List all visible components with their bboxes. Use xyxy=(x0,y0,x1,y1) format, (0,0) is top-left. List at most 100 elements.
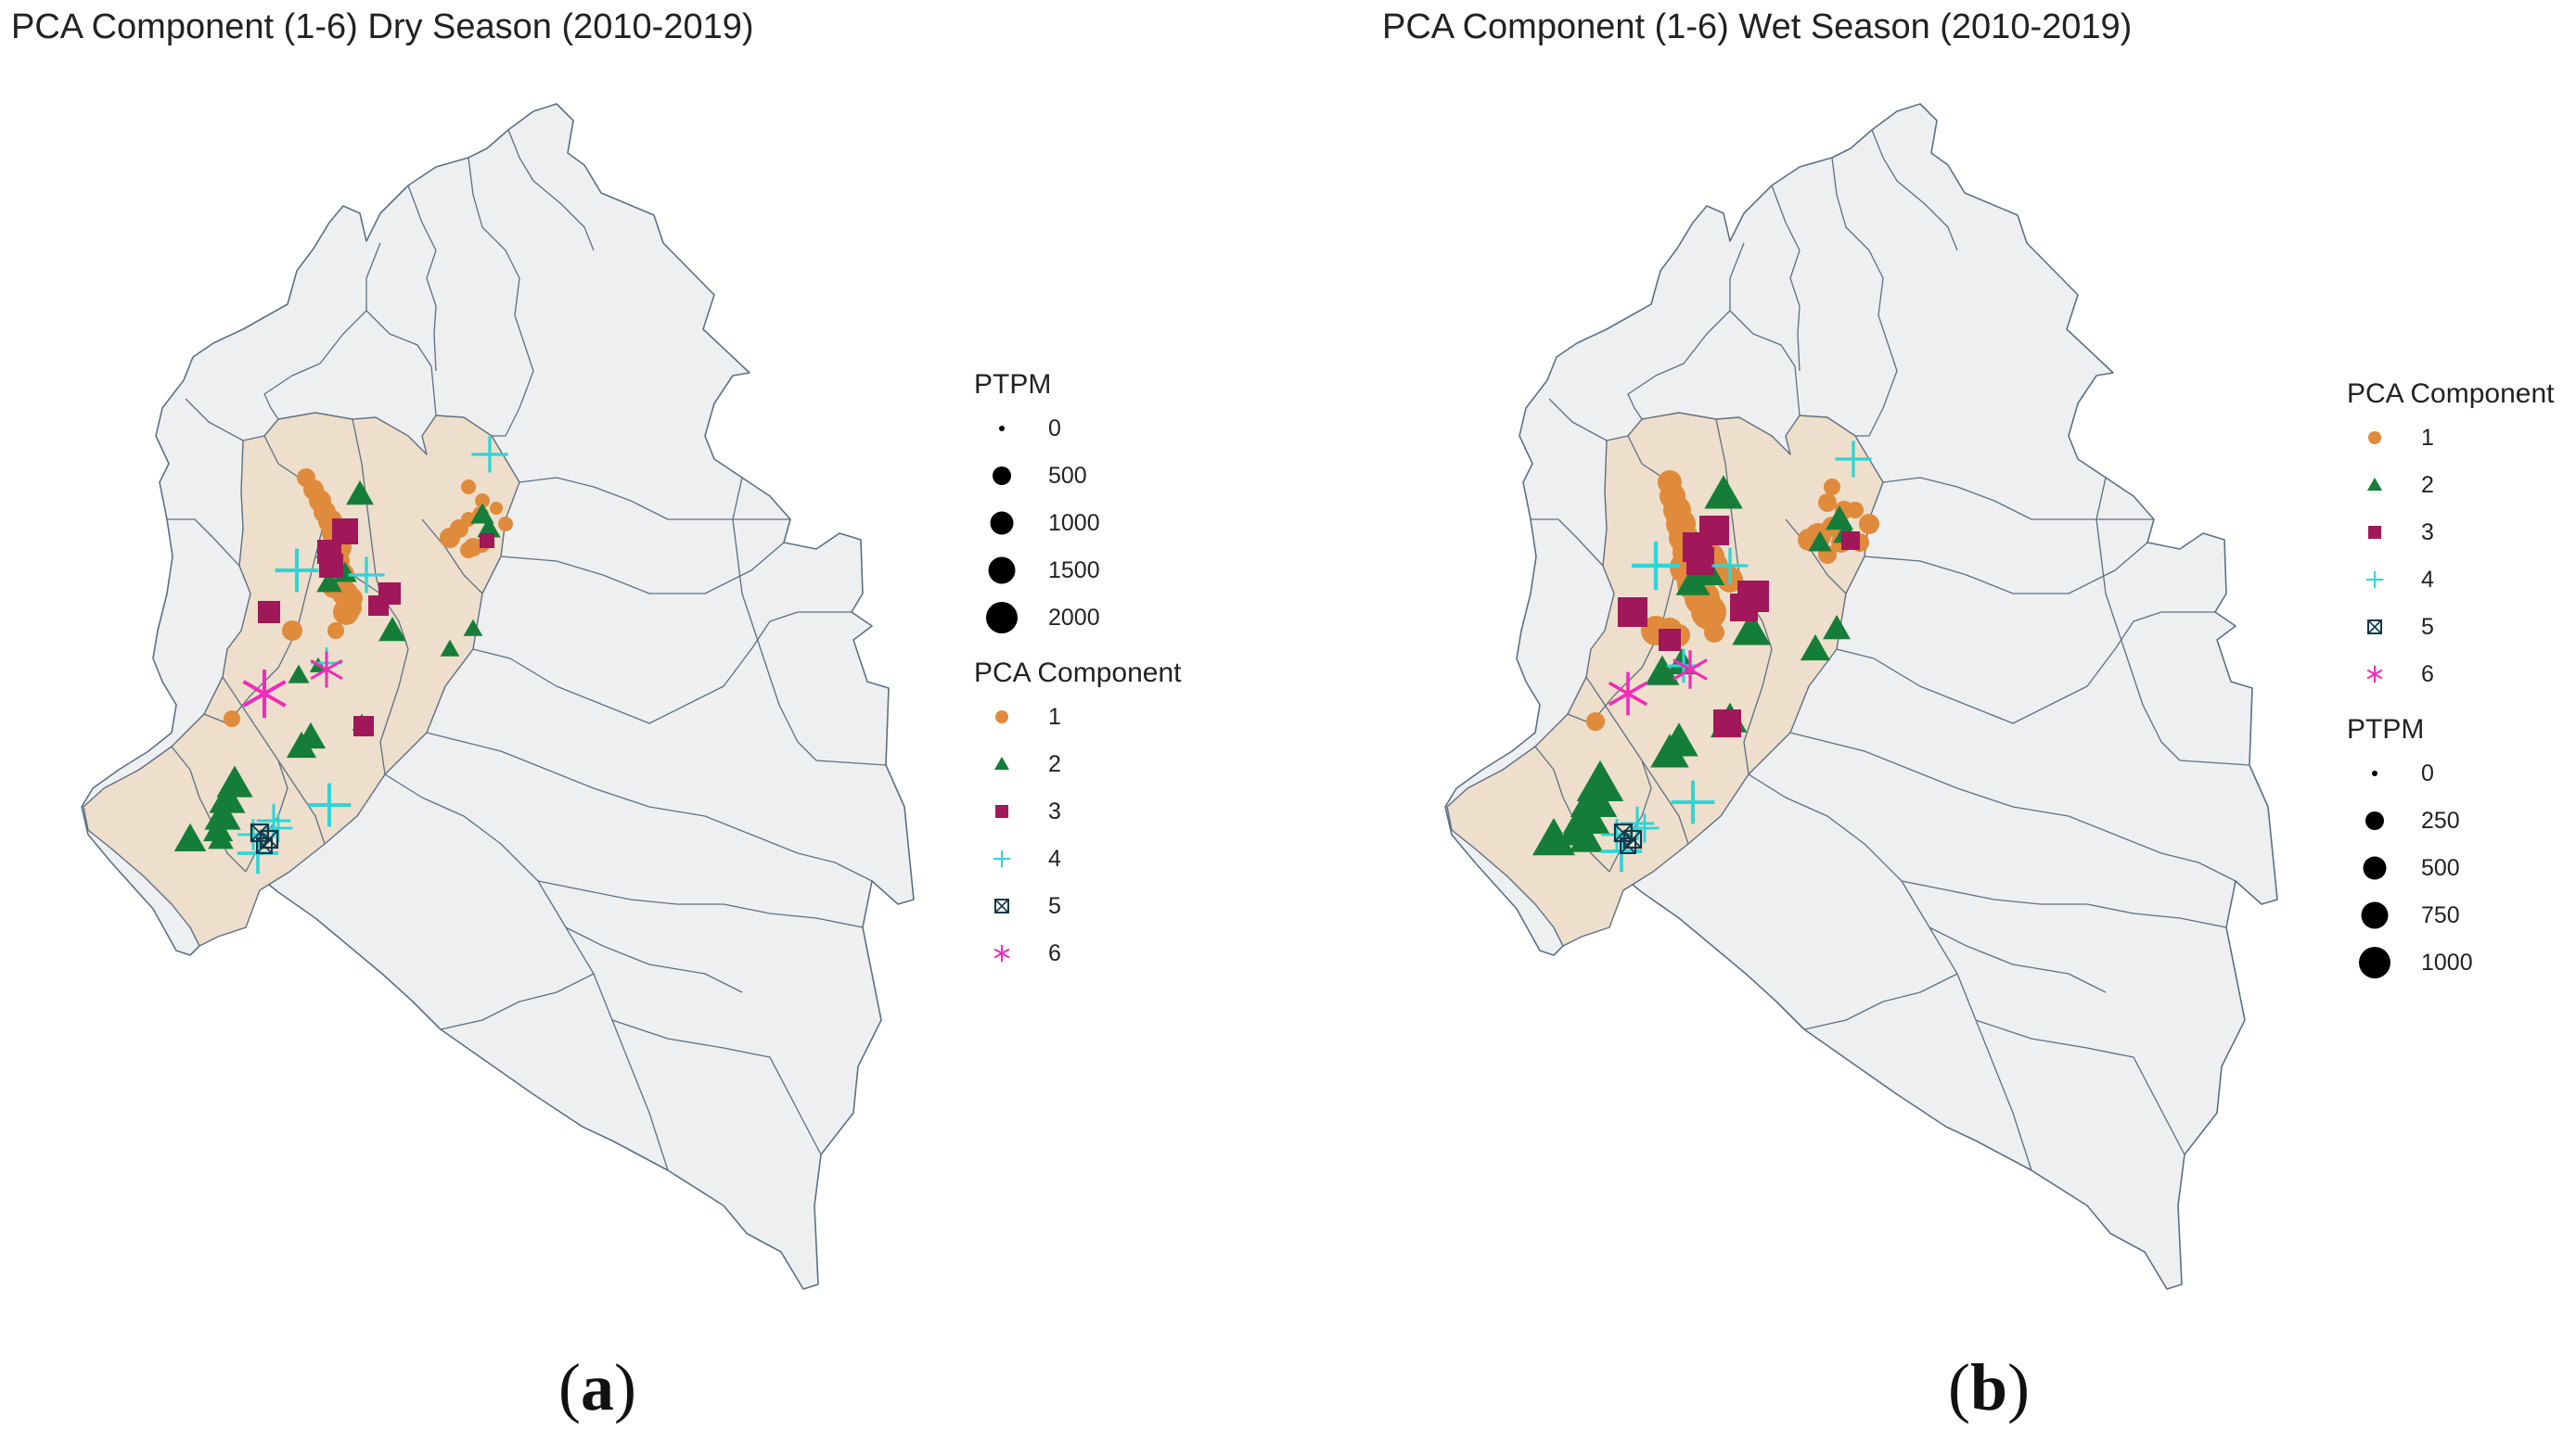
department-border xyxy=(1534,746,1610,873)
pca-component-legend-label: 4 xyxy=(1048,846,1061,872)
station-marker-component-2 xyxy=(346,480,374,505)
component-triangle-icon xyxy=(2366,477,2383,492)
department-border xyxy=(537,880,864,928)
department-border xyxy=(314,556,409,775)
component-square-x-icon xyxy=(2367,619,2382,634)
ptpm-legend-item: 750 xyxy=(2347,895,2554,942)
department-border xyxy=(352,418,381,594)
pca-component-legend-item: 1 xyxy=(2347,417,2554,465)
department-border xyxy=(263,242,381,420)
panel-b-legend: PCA Component 1 2 3 4 5 6 PTPM 0 250 500 750 1000 xyxy=(2347,378,2554,990)
department-border xyxy=(611,1019,822,1156)
pca-component-legend-item: 1 xyxy=(974,696,1181,744)
station-marker-component-1 xyxy=(327,622,344,639)
department-borders xyxy=(1531,129,2250,1171)
department-border xyxy=(203,435,326,724)
pca-component-legend-title: PCA Component xyxy=(974,658,1182,688)
station-marker-component-4 xyxy=(275,548,319,593)
ptpm-legend-title: PTPM xyxy=(974,369,1052,400)
department-border xyxy=(565,926,743,993)
pca-component-legend-item: 6 xyxy=(974,933,1181,980)
department-border xyxy=(421,518,483,594)
station-marker-component-3 xyxy=(368,595,389,616)
station-marker-component-2 xyxy=(202,814,234,842)
station-marker-component-4 xyxy=(1835,441,1872,478)
ptpm-legend-item: 500 xyxy=(2347,848,2554,895)
station-marker-component-1 xyxy=(1704,622,1724,643)
station-marker-component-1 xyxy=(1859,514,1879,534)
pca-component-legend-label: 5 xyxy=(1048,893,1061,919)
station-marker-component-1 xyxy=(1586,712,1605,731)
department-border xyxy=(1975,1019,2185,1156)
ptpm-size-key xyxy=(2363,856,2387,880)
department-border xyxy=(1729,310,1801,416)
pca-component-legend-item: 6 xyxy=(2347,654,2554,701)
department-borders xyxy=(167,129,887,1171)
department-border xyxy=(277,760,326,845)
component-plus-icon xyxy=(993,849,1011,868)
station-marker-component-3 xyxy=(1686,547,1714,575)
department-border xyxy=(1789,732,2236,882)
station-marker-component-2 xyxy=(208,826,234,849)
department-border xyxy=(1641,760,1689,845)
pca-component-legend-item: 5 xyxy=(974,886,1181,933)
department-border xyxy=(1803,973,1958,1030)
station-marker-component-6 xyxy=(242,670,287,718)
ptpm-size-key xyxy=(993,466,1011,485)
ptpm-legend-item: 1000 xyxy=(2347,942,2554,990)
component-asterisk-icon xyxy=(993,944,1010,963)
station-marker-component-2 xyxy=(1808,530,1832,552)
ptpm-size-key xyxy=(988,556,1016,584)
department-border xyxy=(1771,185,1801,372)
pca-component-legend-item: 3 xyxy=(974,791,1181,838)
station-marker-component-2 xyxy=(209,781,246,813)
station-marker-component-4 xyxy=(1711,547,1749,584)
ptpm-size-key xyxy=(986,602,1018,633)
department-border xyxy=(1882,477,2154,520)
component-asterisk-icon xyxy=(2366,665,2383,683)
department-border xyxy=(1531,518,1604,567)
station-marker-component-2 xyxy=(1645,655,1680,685)
ptpm-size-key xyxy=(999,426,1005,431)
pca-component-legend-label: 3 xyxy=(2421,519,2434,545)
ptpm-size-key xyxy=(2361,901,2389,929)
ptpm-legend-item: 500 xyxy=(974,455,1181,503)
ptpm-legend-label: 0 xyxy=(1048,415,1061,441)
department-border xyxy=(472,611,852,724)
station-marker-component-1 xyxy=(461,479,476,494)
department-border xyxy=(1901,880,2227,928)
department-border xyxy=(426,732,873,882)
station-marker-component-3 xyxy=(1841,531,1860,550)
station-marker-component-3 xyxy=(1618,597,1647,627)
station-marker-component-2 xyxy=(1704,475,1743,509)
ptpm-size-key xyxy=(2365,811,2384,830)
ptpm-legend-label: 1000 xyxy=(2421,950,2473,976)
department-border xyxy=(500,542,785,594)
ptpm-size-key xyxy=(2372,771,2377,776)
station-marker-component-4 xyxy=(1630,813,1660,843)
station-marker-component-6 xyxy=(1608,671,1648,716)
department-border xyxy=(1548,398,1608,441)
station-marker-component-2 xyxy=(1823,615,1851,640)
station-marker-component-2 xyxy=(477,517,501,538)
department-border xyxy=(1864,542,2148,594)
station-marker-component-3 xyxy=(480,533,494,548)
station-marker-component-2 xyxy=(1675,565,1711,595)
ptpm-legend-label: 750 xyxy=(2421,902,2460,928)
pca-component-legend-label: 5 xyxy=(2421,614,2434,640)
station-marker-component-1 xyxy=(224,710,240,727)
department-border xyxy=(732,477,887,766)
station-marker-component-4 xyxy=(348,556,385,594)
station-marker-component-3 xyxy=(1713,709,1741,737)
station-marker-component-6 xyxy=(310,651,343,688)
department-border xyxy=(407,185,437,372)
station-marker-component-2 xyxy=(463,619,483,636)
department-border xyxy=(507,129,595,251)
component-square-icon xyxy=(995,805,1008,818)
pca-component-legend-label: 2 xyxy=(2421,472,2434,498)
component-square-icon xyxy=(2368,526,2381,539)
ptpm-size-key xyxy=(2359,947,2390,978)
country-outline xyxy=(81,103,915,1290)
panel-b-map xyxy=(1444,103,2278,1290)
ptpm-legend-item: 250 xyxy=(2347,800,2554,848)
